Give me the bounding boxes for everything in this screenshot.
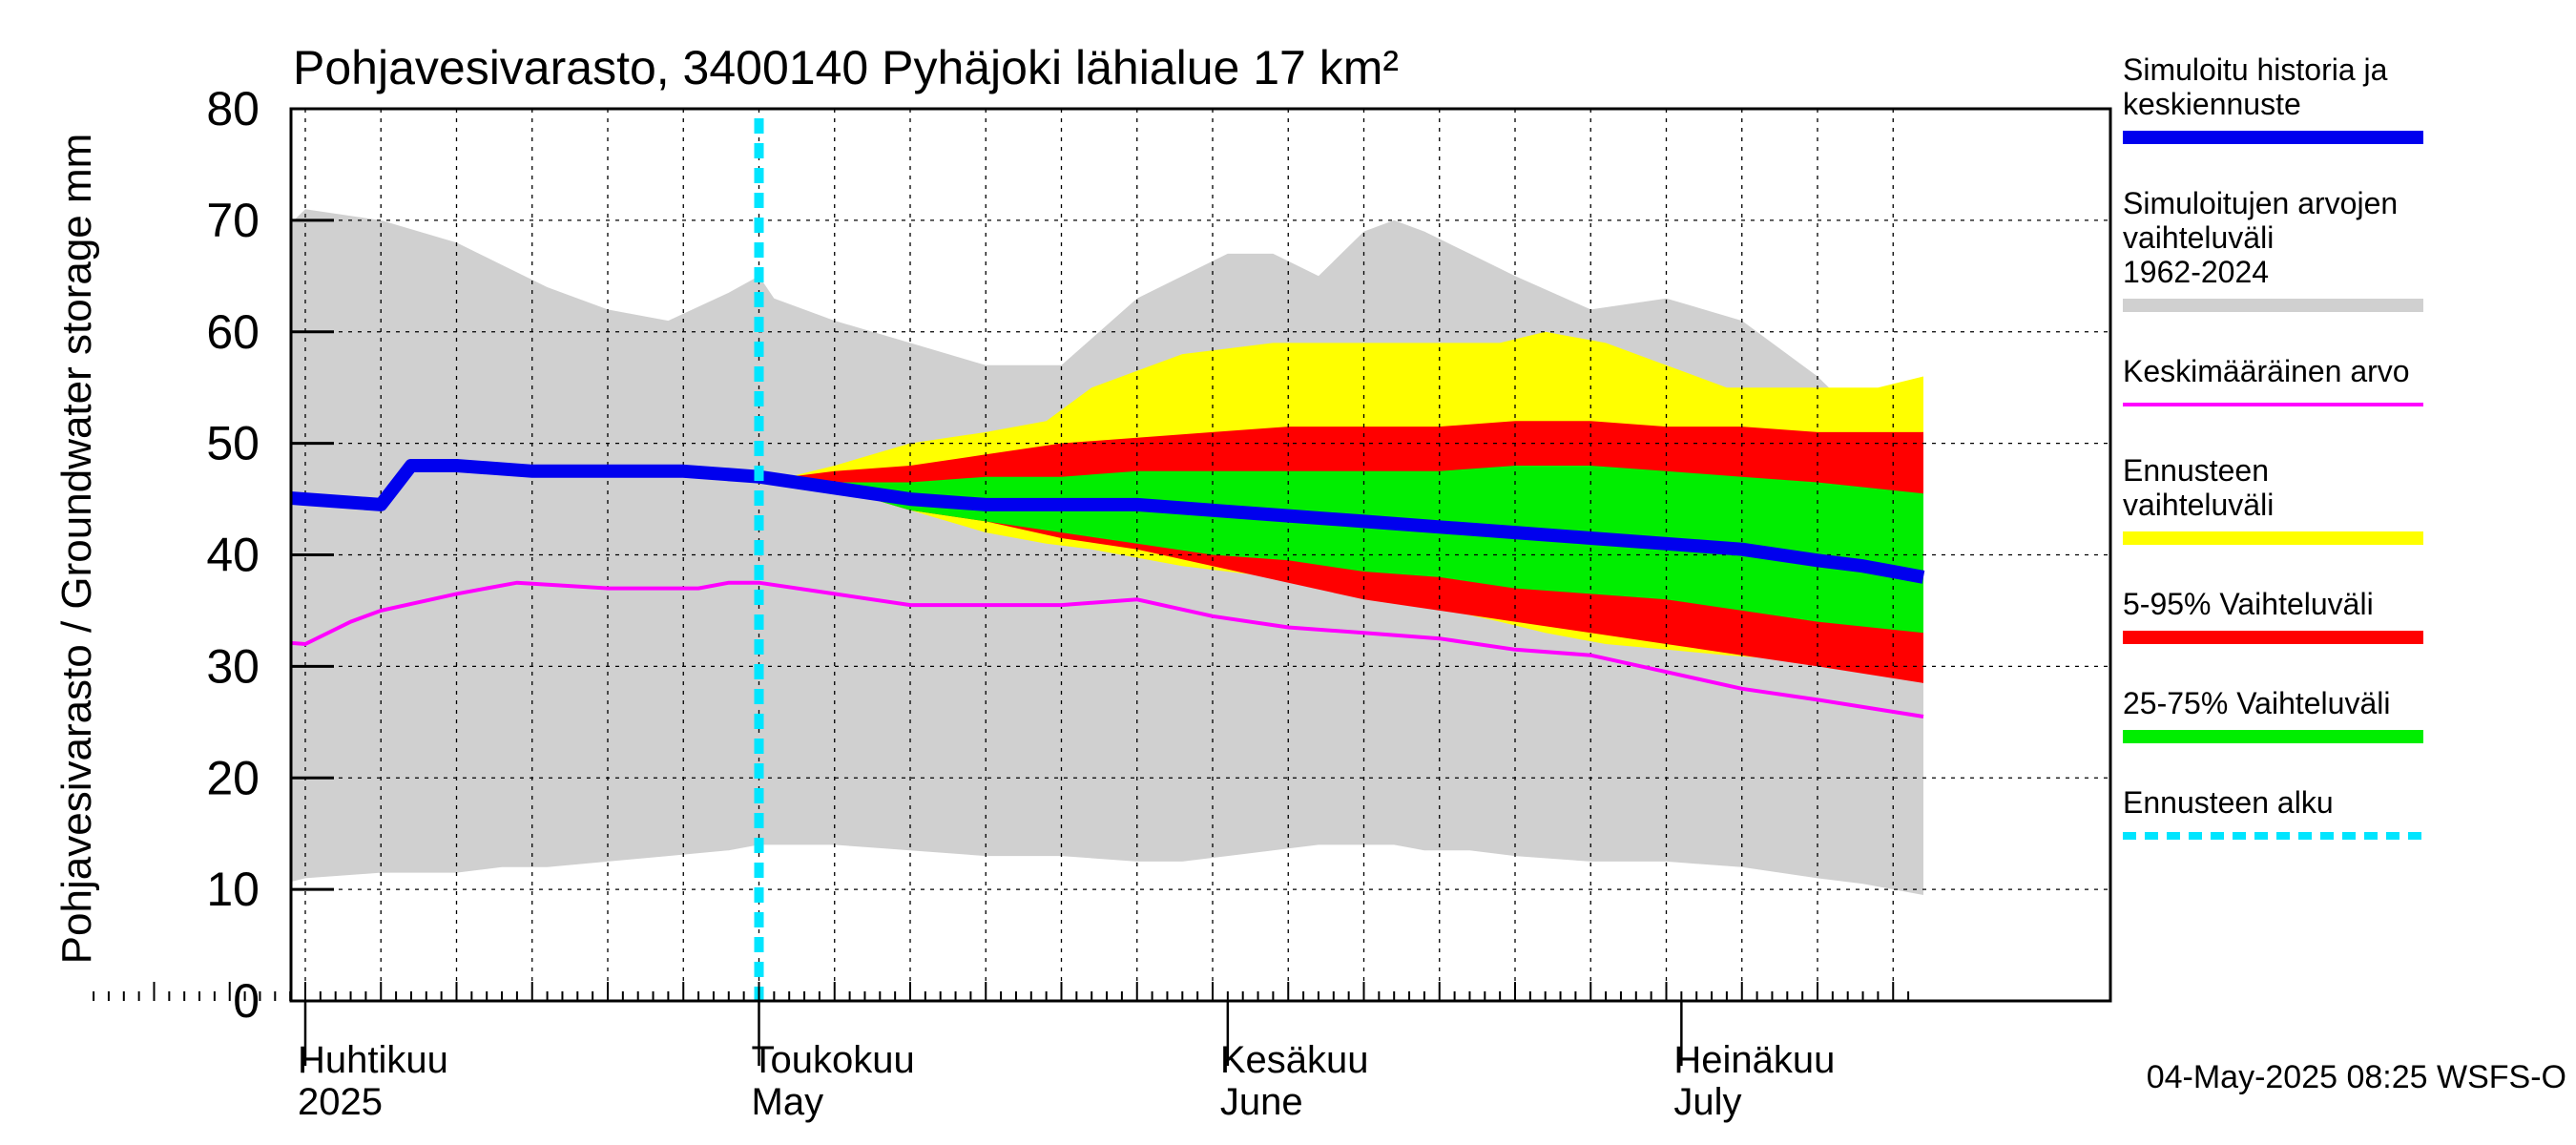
chart-title: Pohjavesivarasto, 3400140 Pyhäjoki lähia… bbox=[293, 41, 1399, 94]
month-label-fi: Huhtikuu bbox=[298, 1039, 448, 1081]
legend-label: Ennusteen alku bbox=[2123, 785, 2334, 820]
grid bbox=[291, 109, 2110, 1001]
month-label-fi: Kesäkuu bbox=[1220, 1039, 1369, 1081]
y-axis-label: Pohjavesivarasto / Groundwater storage m… bbox=[53, 134, 100, 965]
y-tick-label: 80 bbox=[206, 82, 260, 135]
legend-label: 5-95% Vaihteluväli bbox=[2123, 587, 2374, 621]
y-tick-label: 50 bbox=[206, 417, 260, 470]
legend-label: Keskimääräinen arvo bbox=[2123, 354, 2410, 388]
month-label-fi: Heinäkuu bbox=[1673, 1039, 1835, 1081]
y-tick-label: 10 bbox=[206, 863, 260, 916]
plot-frame bbox=[289, 107, 2112, 1003]
y-tick-label: 60 bbox=[206, 305, 260, 359]
y-tick-labels: 0 10 20 30 40 50 60 70 80 bbox=[206, 82, 260, 1028]
month-label-en: May bbox=[752, 1081, 824, 1123]
y-tick-label: 70 bbox=[206, 194, 260, 247]
mean-line bbox=[291, 580, 1924, 718]
month-label-en: July bbox=[1673, 1081, 1741, 1123]
y-tick-label: 0 bbox=[233, 974, 260, 1028]
timestamp: 04-May-2025 08:25 WSFS-O bbox=[2147, 1059, 2566, 1095]
month-label-en: June bbox=[1220, 1081, 1303, 1123]
legend: Simuloitu historia ja keskiennuste Simuloi… bbox=[2123, 52, 2423, 840]
median-forecast-line bbox=[291, 459, 1925, 584]
plot-area bbox=[291, 109, 2110, 1001]
month-label-fi: Toukokuu bbox=[752, 1039, 915, 1081]
legend-label: Ennusteen vaihteluväli bbox=[2123, 453, 2274, 522]
legend-label: Simuloitu historia ja keskiennuste bbox=[2123, 52, 2388, 121]
y-tick-label: 30 bbox=[206, 639, 260, 693]
y-tick-label: 40 bbox=[206, 529, 260, 582]
month-label-en: 2025 bbox=[298, 1081, 383, 1123]
legend-label: 25-75% Vaihteluväli bbox=[2123, 686, 2390, 720]
y-tick-label: 20 bbox=[206, 751, 260, 804]
legend-label: Simuloitujen arvojen vaihteluväli 1962-202… bbox=[2123, 186, 2398, 289]
